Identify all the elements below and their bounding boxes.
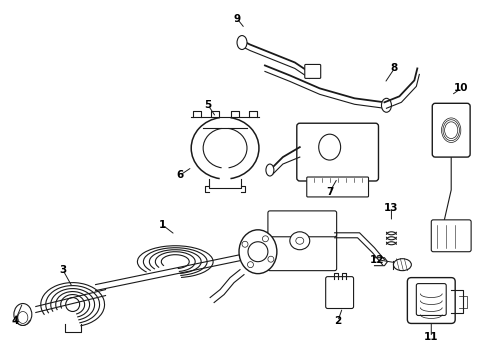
FancyBboxPatch shape bbox=[306, 177, 368, 197]
FancyBboxPatch shape bbox=[415, 284, 446, 315]
Text: 11: 11 bbox=[423, 332, 438, 342]
Text: 8: 8 bbox=[390, 63, 397, 73]
Ellipse shape bbox=[14, 303, 32, 325]
Ellipse shape bbox=[381, 98, 390, 112]
Text: 12: 12 bbox=[369, 255, 384, 265]
FancyBboxPatch shape bbox=[304, 64, 320, 78]
Text: 6: 6 bbox=[176, 170, 183, 180]
Ellipse shape bbox=[393, 259, 410, 271]
FancyBboxPatch shape bbox=[407, 278, 454, 323]
Text: 10: 10 bbox=[453, 84, 468, 93]
Ellipse shape bbox=[239, 230, 276, 274]
FancyBboxPatch shape bbox=[296, 123, 378, 181]
Ellipse shape bbox=[289, 232, 309, 250]
Text: 2: 2 bbox=[333, 316, 341, 327]
Text: 9: 9 bbox=[233, 14, 240, 24]
Text: 3: 3 bbox=[59, 265, 66, 275]
Ellipse shape bbox=[265, 164, 273, 176]
Text: 5: 5 bbox=[204, 100, 211, 110]
FancyBboxPatch shape bbox=[431, 103, 469, 157]
Text: 1: 1 bbox=[159, 220, 165, 230]
FancyBboxPatch shape bbox=[267, 211, 336, 237]
Text: 13: 13 bbox=[384, 203, 398, 213]
FancyBboxPatch shape bbox=[267, 231, 336, 271]
Text: 7: 7 bbox=[325, 187, 333, 197]
Text: 4: 4 bbox=[11, 316, 19, 327]
Ellipse shape bbox=[237, 36, 246, 50]
FancyBboxPatch shape bbox=[325, 276, 353, 309]
FancyBboxPatch shape bbox=[430, 220, 470, 252]
